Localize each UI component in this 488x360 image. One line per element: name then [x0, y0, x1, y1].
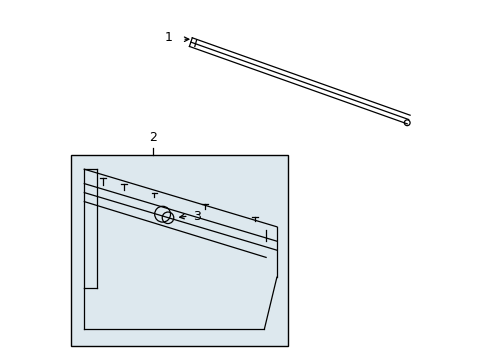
Text: 1: 1	[164, 31, 172, 44]
Text: 3: 3	[193, 210, 201, 222]
Bar	[71, 155, 287, 346]
Text: 2: 2	[148, 131, 156, 144]
